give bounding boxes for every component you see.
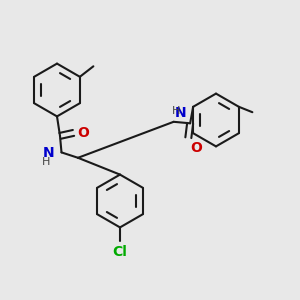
Text: H: H: [172, 106, 181, 116]
Text: H: H: [42, 157, 50, 167]
Text: O: O: [191, 141, 203, 155]
Text: N: N: [175, 106, 187, 120]
Text: N: N: [42, 146, 54, 160]
Text: Cl: Cl: [112, 244, 128, 259]
Text: O: O: [77, 126, 89, 140]
